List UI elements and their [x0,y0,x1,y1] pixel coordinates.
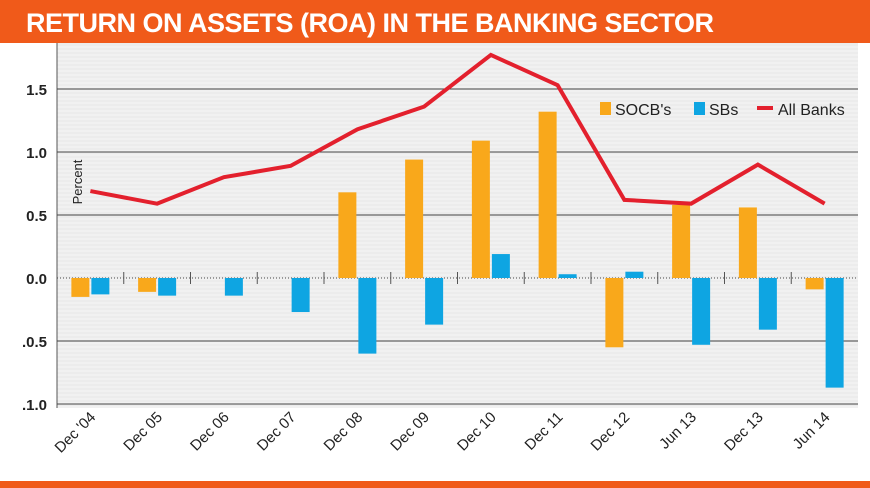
bar-socb [805,278,824,290]
bar-socb [405,159,424,278]
bar-socb [672,204,691,278]
bar-socb [71,278,90,297]
legend-swatch [600,102,611,115]
y-axis-label: Percent [70,159,85,204]
bar-sbs [358,278,377,354]
y-tick-label: .0.5 [22,334,47,351]
legend-label: SBs [709,102,738,119]
bar-socb [138,278,157,292]
y-tick-label: 1.5 [26,82,47,99]
x-tick-label: Dec 11 [522,409,567,454]
bottom-bar [0,481,870,488]
bar-socb [338,192,357,278]
line-all-banks [90,52,826,206]
x-tick-label: Dec 09 [387,409,433,455]
legend-label: SOCB's [615,102,671,119]
bar-socb [605,278,624,348]
title-bar: RETURN ON ASSETS (ROA) IN THE BANKING SE… [0,0,870,43]
x-tick-label: Dec 12 [588,409,634,455]
bar-sbs [91,278,110,295]
bar-sbs [758,278,777,330]
bar-sbs [224,278,243,296]
bar-sbs [692,278,711,345]
x-tick-label: Dec 08 [321,409,367,455]
bar-sbs [291,278,310,313]
legend-swatch [694,102,705,115]
y-tick-label: 0.0 [26,271,47,288]
y-tick-label: .1.0 [22,397,47,414]
x-tick-label: Dec 07 [254,409,300,455]
x-tick-label: Jun 14 [790,409,834,453]
x-tick-label: Dec 10 [454,409,500,455]
x-tick-label: Dec '04 [52,409,100,457]
x-tick-label: Dec 13 [721,409,767,455]
legend-label: All Banks [778,102,845,119]
roa-chart: 1.5 1.0 0.5 0.0 .0.5 .1.0 Percent Dec '04 Dec 05… [22,43,858,457]
plot-background [57,43,858,408]
bar-socb [738,207,757,278]
bar-sbs [558,274,577,278]
bar-socb [538,111,557,279]
bar-socb [471,140,490,278]
bar-sbs [158,278,177,296]
y-tick-label: 0.5 [26,208,47,225]
bar-sbs [425,278,444,325]
x-tick-label: Dec 05 [120,409,166,455]
y-tick-label: 1.0 [26,145,47,162]
x-tick-label: Dec 06 [187,409,233,455]
bar-sbs [825,278,844,388]
x-tick-label: Jun 13 [656,409,700,453]
bar-sbs [491,254,510,278]
bar-sbs [625,271,644,278]
chart-title: RETURN ON ASSETS (ROA) IN THE BANKING SE… [26,8,714,38]
